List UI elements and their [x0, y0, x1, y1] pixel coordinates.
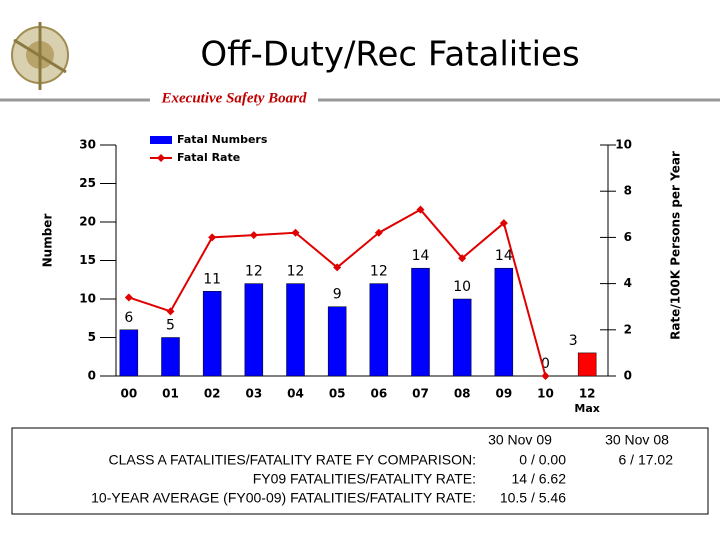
rate-marker	[333, 263, 342, 272]
bar	[577, 352, 597, 377]
bar-value-label: 11	[203, 271, 221, 287]
bar-value-label: 9	[333, 287, 342, 303]
y-tick-label: 10	[79, 292, 96, 306]
comparison-value: 10.5 / 5.46	[500, 490, 566, 506]
x-tick-label: 07	[412, 387, 429, 401]
bar	[411, 267, 430, 377]
x-tick-note: Max	[574, 402, 599, 415]
bar	[369, 283, 389, 377]
y2-tick-label: 6	[624, 230, 632, 244]
rate-marker	[249, 231, 258, 240]
y-tick-label: 5	[88, 330, 96, 344]
comparison-value: 14 / 6.62	[512, 471, 567, 487]
rate-marker	[124, 293, 133, 302]
bar-value-label: 12	[370, 264, 388, 280]
bar	[244, 283, 264, 377]
bar-value-label: 5	[166, 318, 175, 334]
y2-tick-label: 4	[624, 276, 632, 290]
header-subtitle: Executive Safety Board	[161, 90, 307, 106]
y2-tick-label: 0	[624, 369, 632, 383]
bar	[327, 306, 347, 377]
bar	[494, 267, 514, 377]
bar-value-label: 14	[495, 248, 513, 264]
legend-swatch	[157, 154, 165, 162]
bar	[119, 329, 139, 377]
y2-tick-label: 8	[624, 184, 632, 198]
y-tick-label: 30	[79, 138, 96, 152]
comparison-header: 30 Nov 09	[488, 432, 552, 448]
comparison-value: 0 / 0.00	[519, 452, 566, 468]
rate-marker	[416, 205, 425, 214]
comparison-header: 30 Nov 08	[605, 432, 669, 448]
x-tick-label: 01	[162, 387, 179, 401]
bar-value-label: 3	[569, 333, 578, 349]
y-tick-label: 0	[88, 369, 96, 383]
x-tick-label: 10	[537, 387, 554, 401]
bar-value-label: 12	[287, 264, 305, 280]
comparison-label: CLASS A FATALITIES/FATALITY RATE FY COMP…	[109, 452, 476, 468]
y-tick-label: 25	[79, 176, 96, 190]
x-tick-label: 08	[454, 387, 471, 401]
bar	[202, 291, 222, 377]
comparison-value: 6 / 17.02	[619, 452, 674, 468]
rate-marker	[374, 228, 383, 237]
rate-marker	[208, 233, 217, 242]
x-tick-label: 12	[579, 387, 596, 401]
legend-label: Fatal Numbers	[177, 133, 268, 146]
comparison-label: 10-YEAR AVERAGE (FY00-09) FATALITIES/FAT…	[91, 490, 476, 506]
rate-marker	[541, 372, 550, 380]
x-tick-label: 00	[120, 387, 137, 401]
y2-axis-label: Rate/100K Persons per Year	[669, 151, 683, 340]
y-axis-label: Number	[41, 214, 55, 268]
bar-value-label: 6	[124, 310, 133, 326]
bar	[286, 283, 305, 377]
bar-value-label: 12	[245, 264, 263, 280]
bar-value-label: 0	[541, 356, 550, 372]
rate-marker	[458, 254, 467, 263]
x-tick-label: 09	[495, 387, 512, 401]
legend-label: Fatal Rate	[177, 151, 240, 164]
x-tick-label: 06	[370, 387, 387, 401]
y2-tick-label: 2	[624, 322, 632, 336]
x-tick-label: 05	[329, 387, 346, 401]
x-tick-label: 02	[204, 387, 221, 401]
bar-value-label: 10	[453, 279, 471, 295]
y-tick-label: 15	[79, 253, 96, 267]
rate-marker	[166, 307, 175, 316]
slide-title: Off-Duty/Rec Fatalities	[200, 35, 579, 75]
legend-swatch	[150, 136, 172, 144]
emblem	[11, 22, 69, 90]
bar	[161, 337, 180, 377]
bar	[452, 298, 472, 377]
y2-tick-label: 10	[615, 138, 632, 152]
y-tick-label: 20	[79, 215, 96, 229]
rate-marker	[499, 219, 508, 228]
x-tick-label: 03	[245, 387, 262, 401]
comparison-label: FY09 FATALITIES/FATALITY RATE:	[253, 471, 476, 487]
comparison-box	[11, 427, 709, 515]
x-tick-label: 04	[287, 387, 304, 401]
rate-marker	[291, 228, 300, 237]
bar-value-label: 14	[412, 248, 430, 264]
